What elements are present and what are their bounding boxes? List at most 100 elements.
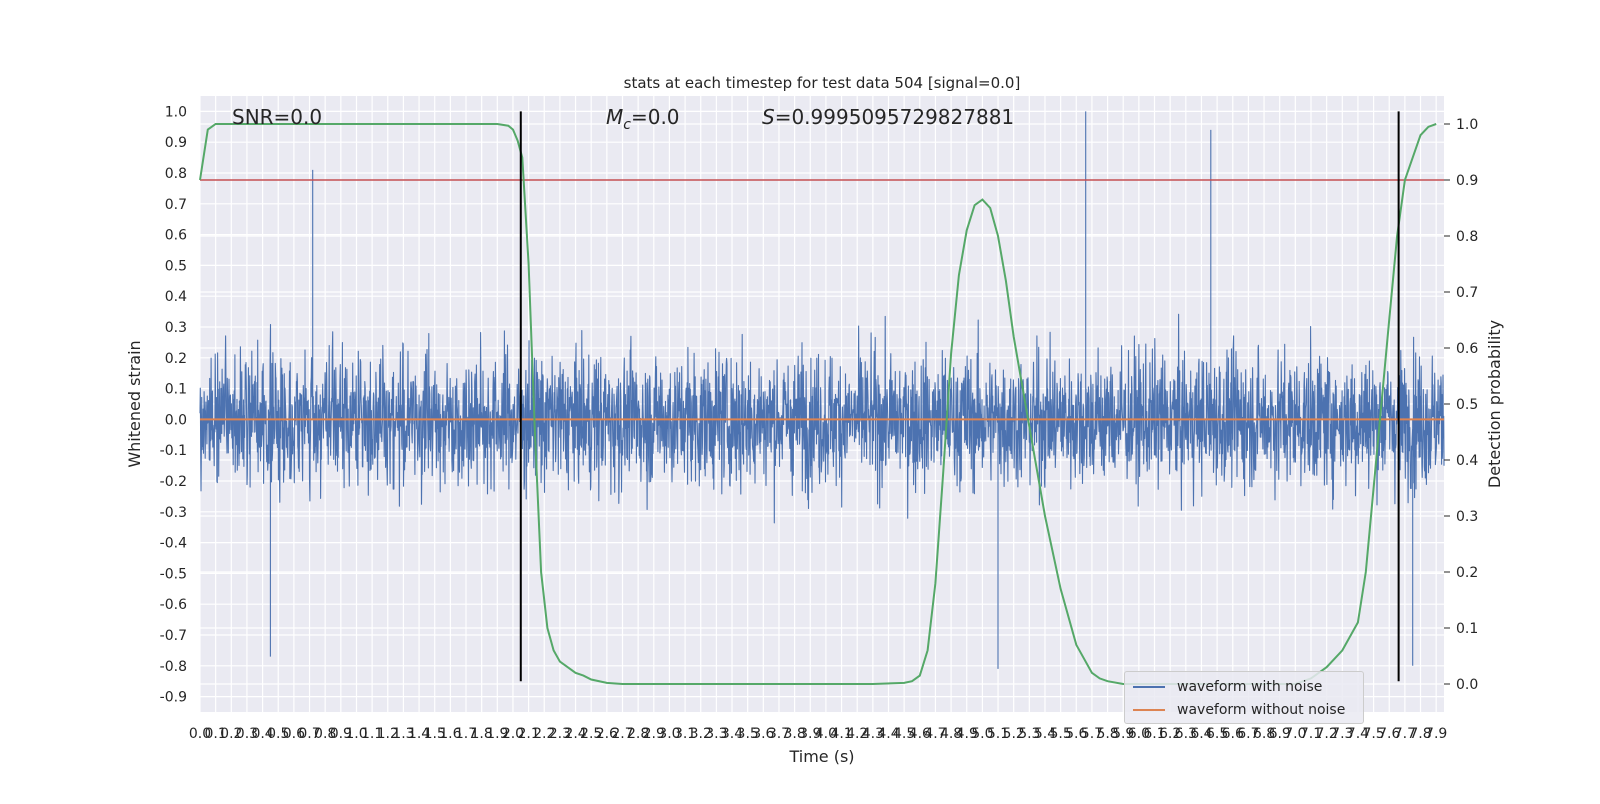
x-tick-label: 7.2: [1316, 726, 1338, 742]
y-tick-label-right: 0.9: [1456, 173, 1478, 189]
x-tick-label: 3.6: [752, 726, 774, 742]
y-tick-label-left: -0.1: [160, 443, 187, 459]
x-tick-label: 5.9: [1112, 726, 1134, 742]
y-tick-label-left: 0.9: [165, 135, 187, 151]
s-symbol: S: [762, 105, 775, 129]
x-tick-label: 5.0: [971, 726, 993, 742]
x-tick-label: 0.9: [330, 726, 352, 742]
y-tick-label-left: -0.5: [160, 566, 187, 582]
x-tick-label: 3.8: [783, 726, 805, 742]
y-tick-label-left: 1.0: [165, 104, 187, 120]
x-tick-label: 0.7: [298, 726, 320, 742]
y-tick-label-left: -0.2: [160, 474, 187, 490]
x-tick-label: 1.3: [392, 726, 414, 742]
x-tick-label: 7.8: [1409, 726, 1431, 742]
x-tick-label: 2.5: [580, 726, 602, 742]
x-tick-label: 1.5: [424, 726, 446, 742]
s-annotation: S=0.9995095729827881: [762, 105, 1014, 129]
y-tick-label-left: 0.4: [165, 289, 187, 305]
x-tick-label: 2.2: [533, 726, 555, 742]
x-tick-label: 2.8: [627, 726, 649, 742]
x-tick-label: 6.5: [1206, 726, 1228, 742]
x-tick-label: 5.7: [1081, 726, 1103, 742]
y-axis-label-left: Whitened strain: [125, 340, 144, 467]
x-tick-label: 4.2: [846, 726, 868, 742]
x-tick-label: 3.2: [690, 726, 712, 742]
x-tick-label: 1.1: [361, 726, 383, 742]
y-tick-label-left: 0.2: [165, 351, 187, 367]
y-tick-label-left: -0.4: [160, 536, 187, 552]
x-tick-label: 1.8: [471, 726, 493, 742]
x-tick-label: 5.2: [1003, 726, 1025, 742]
y-tick-label-right: 0.8: [1456, 229, 1478, 245]
y-tick-label-left: -0.9: [160, 690, 187, 706]
x-tick-label: 2.3: [549, 726, 571, 742]
x-tick-label: 3.3: [705, 726, 727, 742]
x-tick-label: 4.7: [924, 726, 946, 742]
x-tick-label: 7.6: [1378, 726, 1400, 742]
noise-trace: [199, 111, 1445, 669]
x-tick-label: 5.3: [1018, 726, 1040, 742]
x-tick-label: 2.0: [502, 726, 524, 742]
legend-swatch-clean: [1133, 708, 1165, 711]
chirp-mass-subscript: c: [623, 117, 631, 133]
legend-item-noise: waveform with noise: [1133, 675, 1355, 698]
x-tick-label: 1.7: [455, 726, 477, 742]
x-tick-label: 0.4: [251, 726, 273, 742]
x-tick-label: 4.0: [815, 726, 837, 742]
snr-annotation: SNR=0.0: [232, 105, 322, 129]
x-tick-label: 5.5: [1049, 726, 1071, 742]
chirp-mass-annotation: Mc=0.0: [606, 105, 680, 133]
legend-label-noise: waveform with noise: [1177, 678, 1323, 695]
y-tick-label-left: 0.7: [165, 197, 187, 213]
x-tick-label: 6.7: [1237, 726, 1259, 742]
y-tick-label-right: 0.1: [1456, 621, 1478, 637]
x-tick-label: 7.0: [1284, 726, 1306, 742]
y-tick-label-left: -0.7: [160, 628, 187, 644]
x-tick-label: 4.5: [893, 726, 915, 742]
y-tick-label-right: 0.6: [1456, 341, 1478, 357]
x-tick-label: 3.7: [768, 726, 790, 742]
x-tick-label: 7.1: [1300, 726, 1322, 742]
x-tick-label: 7.7: [1394, 726, 1416, 742]
y-tick-label-left: 0.8: [165, 166, 187, 182]
x-tick-label: 6.8: [1253, 726, 1275, 742]
y-tick-label-right: 0.2: [1456, 565, 1478, 581]
x-axis-label: Time (s): [788, 747, 854, 766]
chirp-mass-value: =0.0: [631, 105, 680, 129]
x-tick-label: 0.5: [267, 726, 289, 742]
y-tick-label-left: 0.0: [165, 412, 187, 428]
y-tick-label-left: 0.5: [165, 258, 187, 274]
x-tick-label: 7.5: [1362, 726, 1384, 742]
y-tick-label-right: 1.0: [1456, 117, 1478, 133]
x-tick-label: 5.6: [1065, 726, 1087, 742]
x-tick-label: 3.0: [658, 726, 680, 742]
x-tick-label: 0.3: [236, 726, 258, 742]
chart-title: stats at each timestep for test data 504…: [624, 74, 1021, 92]
x-tick-label: 1.0: [345, 726, 367, 742]
x-tick-label: 6.6: [1222, 726, 1244, 742]
x-tick-label: 0.0: [189, 726, 211, 742]
x-tick-label: 6.0: [1128, 726, 1150, 742]
y-tick-label-left: 0.6: [165, 228, 187, 244]
x-tick-label: 1.2: [377, 726, 399, 742]
y-tick-label-right: 0.7: [1456, 285, 1478, 301]
x-tick-label: 6.2: [1159, 726, 1181, 742]
x-tick-label: 4.8: [940, 726, 962, 742]
x-tick-label: 6.4: [1190, 726, 1212, 742]
y-tick-label-right: 0.4: [1456, 453, 1478, 469]
x-tick-label: 4.9: [956, 726, 978, 742]
x-tick-label: 2.9: [643, 726, 665, 742]
y-tick-label-left: 0.1: [165, 382, 187, 398]
legend-label-clean: waveform without noise: [1177, 701, 1346, 718]
x-tick-label: 3.9: [799, 726, 821, 742]
legend-item-clean: waveform without noise: [1133, 698, 1355, 721]
x-tick-label: 4.3: [862, 726, 884, 742]
x-tick-label: 6.1: [1143, 726, 1165, 742]
x-tick-label: 0.1: [205, 726, 227, 742]
chirp-mass-symbol: M: [606, 105, 623, 129]
x-tick-label: 3.1: [674, 726, 696, 742]
y-tick-label-left: -0.6: [160, 597, 187, 613]
x-tick-label: 5.4: [1034, 726, 1056, 742]
x-tick-label: 4.1: [830, 726, 852, 742]
